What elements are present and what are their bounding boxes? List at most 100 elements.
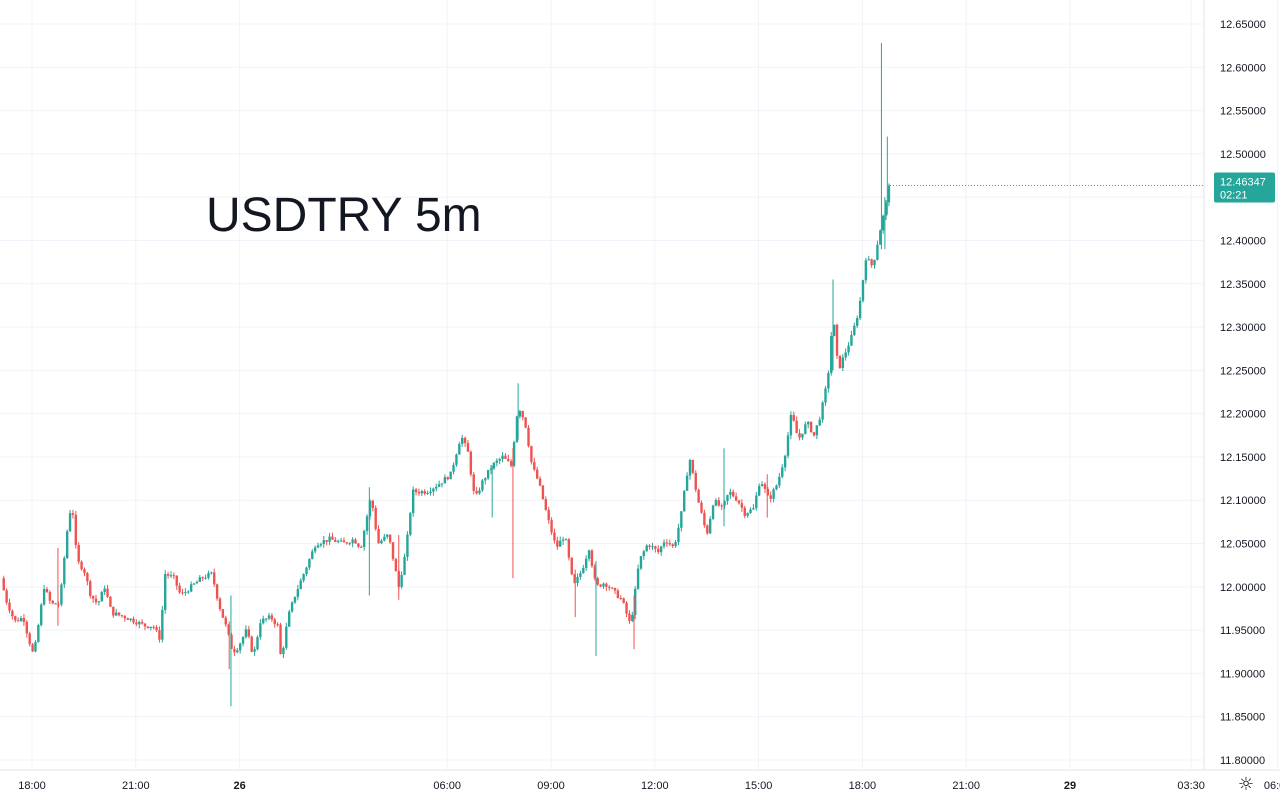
candle-body bbox=[42, 589, 46, 605]
x-tick-label: 21:00 bbox=[952, 780, 980, 792]
candle-body bbox=[498, 459, 501, 461]
candle-body bbox=[259, 623, 262, 638]
candle-body bbox=[227, 624, 230, 635]
candle-body bbox=[806, 422, 810, 425]
candle-body bbox=[619, 598, 622, 600]
candle-body bbox=[345, 542, 349, 544]
candle-body bbox=[16, 620, 20, 622]
candle-body bbox=[559, 540, 562, 547]
candle-body bbox=[659, 546, 663, 553]
candle-body bbox=[282, 647, 285, 655]
candle-body bbox=[605, 583, 608, 587]
candle-body bbox=[723, 500, 726, 506]
candle-body bbox=[524, 417, 527, 428]
candle-body bbox=[357, 543, 360, 547]
y-tick-label: 12.55000 bbox=[1220, 106, 1266, 118]
candle-body bbox=[426, 492, 429, 494]
candle-body bbox=[881, 215, 885, 231]
candle-body bbox=[388, 534, 392, 543]
candle-body bbox=[512, 442, 516, 466]
gear-icon[interactable]: ☼ bbox=[1237, 774, 1255, 795]
candle-body bbox=[339, 540, 343, 542]
candle-body bbox=[435, 486, 438, 489]
y-tick-label: 12.15000 bbox=[1220, 452, 1266, 464]
candle-body bbox=[481, 480, 484, 491]
candle-body bbox=[371, 500, 375, 508]
candle-body bbox=[864, 260, 868, 281]
candle-body bbox=[463, 437, 467, 444]
candle-body bbox=[45, 589, 49, 593]
candle-body bbox=[769, 495, 772, 499]
candle-body bbox=[636, 568, 640, 589]
candle-body bbox=[668, 543, 671, 545]
y-tick-label: 12.25000 bbox=[1220, 365, 1266, 377]
candle-body bbox=[570, 557, 573, 575]
candle-body bbox=[377, 528, 380, 544]
candle-body bbox=[533, 461, 536, 470]
candle-body bbox=[786, 435, 790, 456]
candle-body bbox=[838, 355, 842, 369]
candle-body bbox=[54, 603, 57, 605]
y-tick-label: 12.50000 bbox=[1220, 149, 1266, 161]
y-tick-label: 12.40000 bbox=[1220, 235, 1266, 247]
symbol-watermark: USDTRY 5m bbox=[206, 189, 482, 242]
candle-body bbox=[625, 602, 628, 614]
x-tick-label: 09:00 bbox=[537, 780, 565, 792]
candle-body bbox=[631, 614, 634, 621]
candle-body bbox=[717, 500, 721, 506]
y-tick-label: 12.10000 bbox=[1220, 495, 1266, 507]
candle-body bbox=[737, 500, 741, 504]
candle-body bbox=[91, 595, 95, 599]
candle-body bbox=[815, 425, 819, 436]
candle-body bbox=[778, 476, 781, 486]
candle-body bbox=[89, 581, 92, 596]
candle-body bbox=[674, 541, 677, 547]
candle-body bbox=[732, 491, 735, 497]
candle-body bbox=[417, 492, 421, 494]
candle-body bbox=[100, 591, 103, 602]
candle-body bbox=[238, 643, 242, 651]
candle-body bbox=[809, 422, 813, 433]
candle-body bbox=[164, 574, 167, 610]
candle-body bbox=[311, 551, 314, 560]
candle-body bbox=[293, 596, 297, 603]
candle-body bbox=[86, 573, 89, 582]
candle-body bbox=[527, 427, 530, 447]
candle-body bbox=[608, 586, 611, 588]
candle-body bbox=[654, 546, 657, 549]
candle-body bbox=[262, 618, 265, 624]
x-tick-label: 21:00 bbox=[122, 780, 150, 792]
candle-body bbox=[544, 499, 548, 510]
candle-body bbox=[683, 490, 686, 512]
candle-body bbox=[175, 575, 178, 586]
candle-body bbox=[198, 577, 202, 582]
candle-body bbox=[276, 624, 279, 626]
candle-body bbox=[117, 612, 121, 616]
candle-body bbox=[501, 455, 504, 460]
x-tick-label: 06:00 bbox=[433, 780, 461, 792]
candle-body bbox=[264, 618, 268, 620]
candle-body bbox=[795, 420, 798, 434]
candle-body bbox=[201, 577, 204, 579]
y-tick-label: 12.35000 bbox=[1220, 279, 1266, 291]
candle-body bbox=[11, 610, 14, 617]
candle-body bbox=[530, 446, 533, 462]
candle-body bbox=[362, 530, 366, 547]
candle-body bbox=[423, 491, 426, 494]
candle-body bbox=[365, 516, 369, 531]
candle-body bbox=[169, 575, 173, 577]
candle-body bbox=[734, 496, 738, 501]
candle-body bbox=[158, 630, 161, 640]
candle-body bbox=[853, 325, 856, 335]
candle-body bbox=[576, 576, 579, 583]
candle-body bbox=[584, 558, 588, 569]
candle-body bbox=[749, 509, 752, 514]
y-tick-label: 11.95000 bbox=[1220, 625, 1265, 637]
candle-body bbox=[247, 629, 251, 637]
candle-body bbox=[772, 489, 775, 499]
candle-body bbox=[348, 543, 351, 545]
candle-body bbox=[729, 491, 732, 496]
